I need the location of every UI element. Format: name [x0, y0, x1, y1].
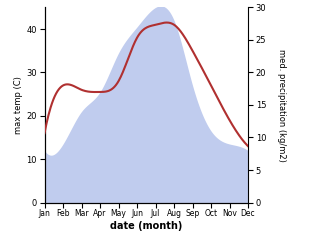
- Y-axis label: med. precipitation (kg/m2): med. precipitation (kg/m2): [277, 49, 287, 161]
- X-axis label: date (month): date (month): [110, 221, 183, 230]
- Y-axis label: max temp (C): max temp (C): [15, 76, 24, 134]
